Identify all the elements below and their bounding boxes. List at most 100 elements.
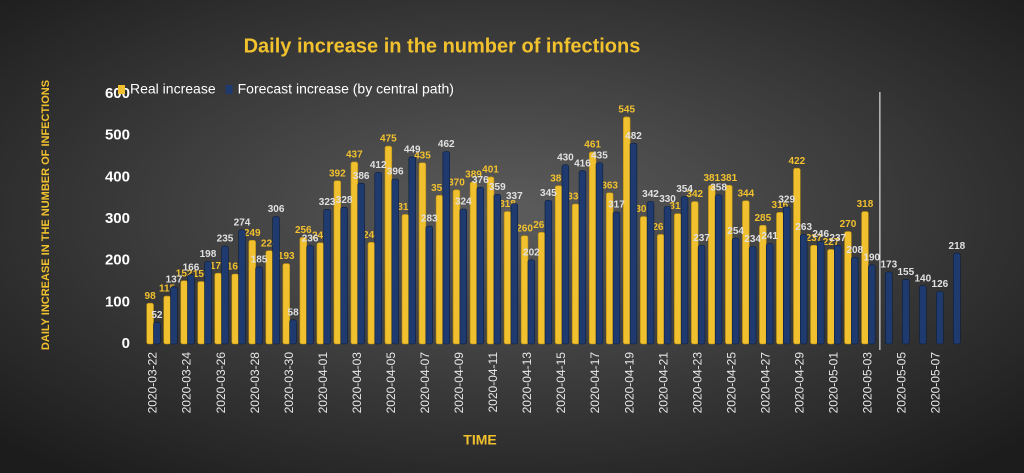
legend-marker xyxy=(225,85,233,94)
data-label: 152 xyxy=(176,268,193,279)
data-label: 52 xyxy=(151,310,163,321)
x-tick-label: 2020-04-01 xyxy=(316,352,330,414)
bar xyxy=(442,151,450,345)
x-tick-label: 2020-04-11 xyxy=(486,352,500,413)
y-tick-label: 300 xyxy=(105,210,130,227)
data-label: 324 xyxy=(455,197,472,208)
bar xyxy=(708,184,716,345)
bar xyxy=(731,237,740,345)
bar xyxy=(357,182,365,345)
data-label: 227 xyxy=(823,237,840,248)
bar xyxy=(714,194,723,345)
x-tick-label: 2020-03-30 xyxy=(282,352,296,414)
bar xyxy=(316,242,325,345)
bar xyxy=(408,156,416,345)
data-label: 336 xyxy=(567,192,584,203)
y-tick-label: 0 xyxy=(122,335,130,352)
bar xyxy=(725,184,733,345)
y-tick-label: 500 xyxy=(105,127,130,144)
bar xyxy=(834,244,842,345)
data-label: 193 xyxy=(278,251,295,262)
y-tick-label: 100 xyxy=(105,293,130,310)
data-label: 202 xyxy=(523,247,540,258)
bar xyxy=(214,272,222,345)
data-label: 270 xyxy=(840,219,857,230)
bar xyxy=(418,162,427,345)
data-label: 126 xyxy=(932,279,949,290)
data-label: 422 xyxy=(789,156,806,167)
bar xyxy=(401,214,410,345)
x-tick-label: 2020-04-23 xyxy=(690,352,704,414)
bar xyxy=(231,273,239,345)
x-tick-label: 2020-05-07 xyxy=(929,352,943,414)
bar xyxy=(571,203,580,345)
bar xyxy=(486,176,495,345)
data-label: 98 xyxy=(145,291,157,302)
data-label: 218 xyxy=(949,241,966,252)
x-tick-label: 2020-03-22 xyxy=(146,352,160,414)
data-label: 342 xyxy=(686,189,703,200)
bar xyxy=(588,151,597,345)
data-label: 234 xyxy=(744,234,761,245)
bar xyxy=(748,246,757,345)
data-label: 357 xyxy=(431,183,448,194)
bar xyxy=(680,196,689,345)
data-label: 337 xyxy=(506,191,523,202)
x-tick-label: 2020-04-29 xyxy=(792,352,806,414)
data-label: 236 xyxy=(302,233,319,244)
data-label: 274 xyxy=(234,217,251,228)
bar xyxy=(367,242,376,345)
bar xyxy=(163,295,171,345)
bar xyxy=(272,216,280,345)
bar xyxy=(197,281,205,345)
bar xyxy=(299,237,307,345)
bar xyxy=(800,234,808,345)
bar xyxy=(827,249,835,345)
data-label: 323 xyxy=(319,197,336,208)
x-tick-label: 2020-04-05 xyxy=(384,352,398,414)
data-label: 449 xyxy=(404,145,421,156)
data-label: 437 xyxy=(346,150,363,161)
data-label: 354 xyxy=(676,184,693,195)
x-axis-label: TIME xyxy=(463,432,496,448)
x-tick-label: 2020-04-13 xyxy=(520,352,534,414)
x-tick-label: 2020-03-28 xyxy=(248,352,262,414)
bar xyxy=(612,211,621,345)
bar xyxy=(350,161,359,345)
bar xyxy=(810,244,818,345)
x-tick-label: 2020-04-25 xyxy=(724,352,738,414)
data-label: 345 xyxy=(540,188,557,199)
data-label: 430 xyxy=(557,152,574,163)
data-label: 318 xyxy=(499,199,516,210)
bar xyxy=(902,279,910,345)
data-label: 435 xyxy=(591,150,608,161)
bar xyxy=(180,280,188,345)
bar xyxy=(691,201,699,345)
bar xyxy=(953,252,961,345)
data-label: 150 xyxy=(193,269,210,280)
bar xyxy=(170,286,178,345)
data-label: 392 xyxy=(329,168,346,179)
bar xyxy=(459,208,467,345)
data-label: 254 xyxy=(727,226,744,237)
data-label: 256 xyxy=(295,225,312,236)
data-label: 166 xyxy=(183,262,200,273)
bar xyxy=(554,185,563,345)
x-tick-label: 2020-05-05 xyxy=(895,352,909,414)
data-label: 249 xyxy=(244,228,261,239)
bar xyxy=(527,259,536,345)
bar xyxy=(503,211,512,345)
data-label: 381 xyxy=(703,173,720,184)
data-label: 342 xyxy=(642,189,659,200)
data-label: 263 xyxy=(795,222,812,233)
x-tick-label: 2020-03-24 xyxy=(180,352,194,414)
data-label: 155 xyxy=(897,267,914,278)
data-label: 237 xyxy=(806,233,823,244)
data-label: 380 xyxy=(550,173,567,184)
bar xyxy=(765,243,774,345)
data-label: 268 xyxy=(533,220,550,231)
data-label: 190 xyxy=(863,252,880,263)
data-label: 137 xyxy=(166,275,183,286)
bar xyxy=(340,207,348,345)
